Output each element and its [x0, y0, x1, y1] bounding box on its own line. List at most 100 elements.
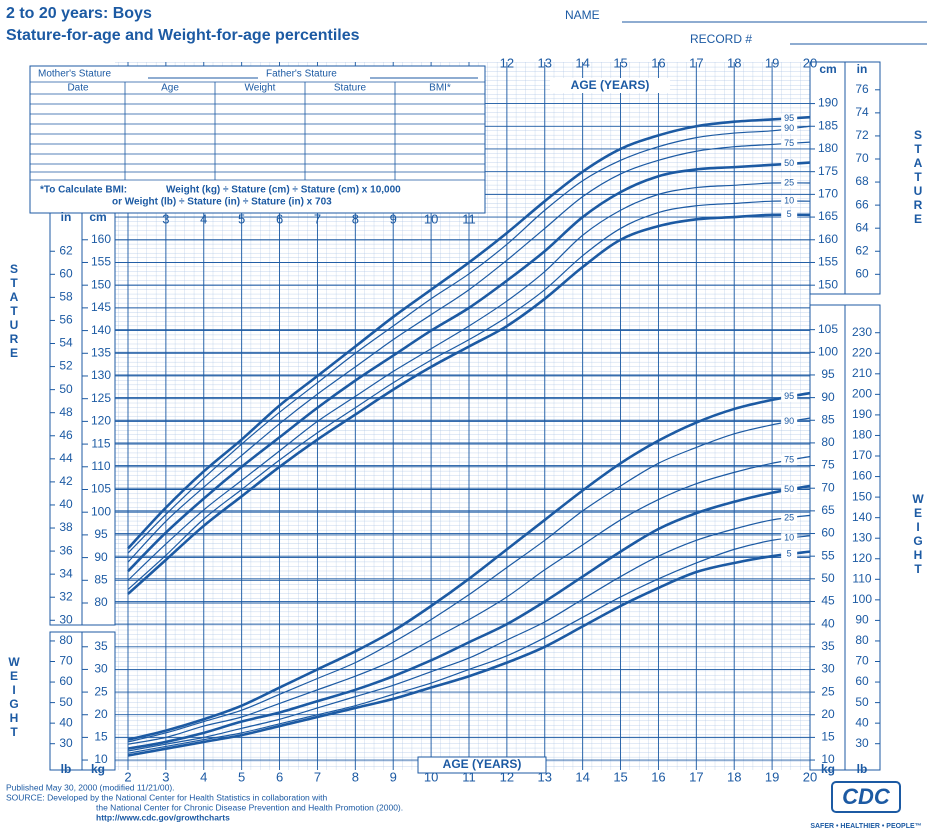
y-tick-label: 100 [818, 344, 838, 358]
footer-url: http://www.cdc.gov/growthcharts [96, 812, 230, 822]
x-tick-label: 3 [162, 211, 169, 226]
y-tick-label: 200 [852, 387, 872, 401]
y-tick-label: 48 [59, 405, 73, 419]
y-tick-label: 100 [852, 592, 872, 606]
y-tick-label: 30 [59, 612, 73, 626]
axis-columns [49, 61, 881, 771]
y-tick-label: 95 [94, 527, 108, 541]
y-tick-label: 175 [818, 164, 838, 178]
y-tick-label: 100 [91, 504, 111, 518]
unit-label: cm [89, 210, 106, 224]
y-tick-label: 46 [59, 428, 73, 442]
y-tick-label: 60 [855, 266, 869, 280]
y-tick-label: 90 [855, 613, 869, 627]
percentile-label: 95 [784, 113, 794, 123]
x-tick-label: 2 [124, 769, 131, 784]
x-tick-label: 17 [689, 769, 703, 784]
x-tick-label: 14 [575, 769, 589, 784]
y-tick-label: 210 [852, 366, 872, 380]
y-tick-label: 45 [821, 594, 835, 608]
x-tick-label: 4 [200, 769, 207, 784]
column-header: Stature [334, 83, 367, 94]
y-tick-label: 80 [855, 633, 869, 647]
y-tick-label: 185 [818, 118, 838, 132]
label-bg [550, 78, 670, 93]
y-tick-label: 62 [59, 243, 73, 257]
label-bg [781, 455, 798, 466]
y-tick-label: 70 [855, 151, 869, 165]
x-tick-label: 16 [651, 55, 665, 70]
percentile-curve [127, 115, 811, 550]
y-tick-label: 76 [855, 82, 869, 96]
y-tick-label: 180 [852, 428, 872, 442]
y-tick-label: 25 [821, 684, 835, 698]
y-tick-label: 60 [855, 674, 869, 688]
y-tick-label: 160 [852, 469, 872, 483]
percentile-curve [127, 484, 811, 750]
percentile-label: 50 [784, 484, 794, 494]
label-bg [781, 549, 798, 560]
y-tick-label: 30 [821, 662, 835, 676]
x-tick-label: 4 [200, 211, 207, 226]
x-tick-label: 7 [314, 211, 321, 226]
percentile-curve [127, 200, 811, 590]
label-bg [417, 756, 547, 774]
label-bg [781, 196, 798, 207]
y-tick-label: 68 [855, 174, 869, 188]
percentile-curve [127, 514, 811, 752]
y-tick-label: 20 [821, 707, 835, 721]
y-tick-label: 165 [818, 209, 838, 223]
table-frame [29, 65, 486, 214]
y-tick-label: 80 [821, 435, 835, 449]
percentile-label: 5 [787, 209, 792, 219]
y-tick-label: 30 [855, 736, 869, 750]
bmi-line: or Weight (lb) ÷ Stature (in) ÷ Stature … [112, 197, 332, 208]
y-tick-label: 190 [852, 407, 872, 421]
y-tick-label: 155 [818, 255, 838, 269]
x-tick-label: 9 [390, 769, 397, 784]
y-tick-label: 105 [91, 482, 111, 496]
x-tick-label: 20 [803, 55, 817, 70]
x-tick-label: 19 [765, 55, 779, 70]
y-tick-label: 20 [94, 707, 108, 721]
percentile-curve [127, 550, 811, 757]
x-tick-label: 7 [314, 769, 321, 784]
y-tick-label: 160 [818, 232, 838, 246]
unit-label: in [857, 62, 868, 76]
y-tick-label: 80 [94, 595, 108, 609]
y-tick-label: 120 [852, 551, 872, 565]
x-tick-label: 13 [538, 55, 552, 70]
logo-mark: CDC [842, 784, 891, 809]
y-tick-label: 75 [821, 458, 835, 472]
stature-axis-title: STATURE [911, 128, 925, 226]
y-tick-label: 62 [855, 243, 869, 257]
column-header: Date [67, 83, 89, 94]
y-tick-label: 180 [818, 141, 838, 155]
y-tick-label: 35 [821, 639, 835, 653]
percentile-curve [127, 213, 811, 595]
y-tick-label: 85 [94, 572, 108, 586]
y-tick-label: 105 [818, 322, 838, 336]
x-tick-label: 8 [352, 769, 359, 784]
column-header: Weight [245, 83, 276, 94]
y-tick-label: 74 [855, 105, 869, 119]
y-tick-label: 32 [59, 589, 73, 603]
y-tick-label: 120 [91, 414, 111, 428]
percentile-label: 75 [784, 138, 794, 148]
percentile-curve [127, 161, 811, 573]
chart-title: 2 to 20 years: Boys [6, 5, 152, 22]
y-tick-label: 15 [94, 730, 108, 744]
label-bg [781, 123, 798, 134]
y-tick-label: 50 [59, 382, 73, 396]
bmi-line: Weight (kg) ÷ Stature (cm) ÷ Stature (cm… [166, 185, 401, 196]
y-tick-label: 44 [59, 451, 73, 465]
unit-label: lb [857, 762, 868, 776]
percentile-label: 90 [784, 416, 794, 426]
y-tick-label: 40 [821, 616, 835, 630]
x-tick-label: 10 [424, 211, 438, 226]
percentile-curve [127, 125, 811, 554]
y-tick-label: 220 [852, 345, 872, 359]
y-tick-label: 135 [91, 345, 111, 359]
y-tick-label: 150 [818, 277, 838, 291]
